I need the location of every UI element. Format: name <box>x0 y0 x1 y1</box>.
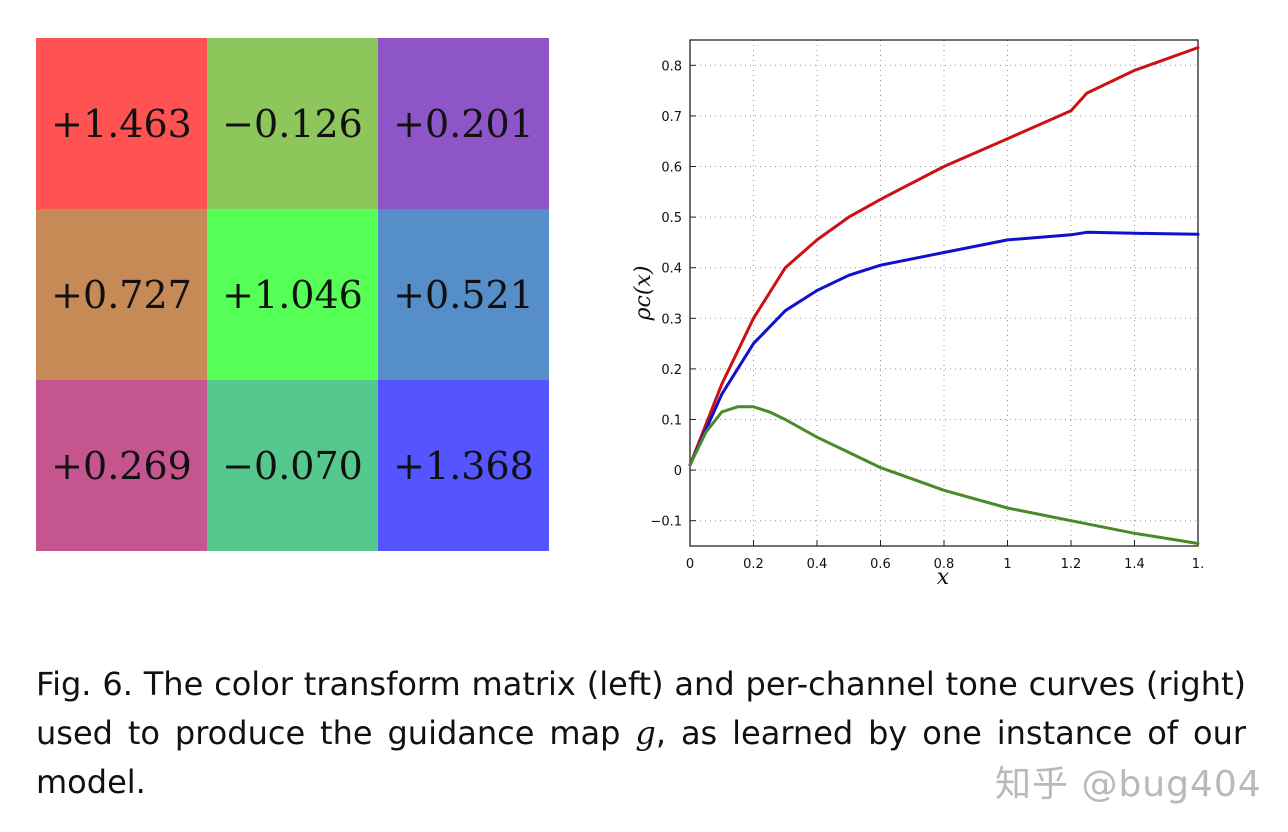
matrix-cell: +0.201 <box>378 38 549 209</box>
y-tick-label: 0.6 <box>661 161 682 176</box>
y-tick-label: 0 <box>674 464 682 479</box>
color-transform-matrix: +1.463 −0.126 +0.201 +0.727 +1.046 +0.521 +0.2… <box>36 38 549 551</box>
chart-grid <box>690 40 1198 546</box>
caption-text-end: , as learned by one instance of our mode… <box>36 714 1247 801</box>
y-tick-label: 0.4 <box>661 262 682 277</box>
y-tick-label: −0.1 <box>650 515 682 530</box>
y-tick-label: 0.2 <box>661 363 682 378</box>
caption-symbol: g <box>635 714 656 752</box>
y-tick-label: 0.1 <box>661 414 682 429</box>
x-tick-label: 0.6 <box>870 557 891 572</box>
y-tick-label: 0.7 <box>661 110 682 125</box>
matrix-cell: +1.368 <box>378 380 549 551</box>
x-tick-label: 0.4 <box>807 557 828 572</box>
matrix-cell: +1.046 <box>207 209 378 380</box>
matrix-cell: +0.727 <box>36 209 207 380</box>
x-tick-label: 1.2 <box>1061 557 1082 572</box>
x-tick-label: 1 <box>1003 557 1011 572</box>
y-axis-label: ρc(x) <box>631 266 656 322</box>
matrix-cell: +0.269 <box>36 380 207 551</box>
matrix-cell: −0.126 <box>207 38 378 209</box>
x-tick-label: 0.8 <box>934 557 955 572</box>
series-line-2 <box>688 405 1200 545</box>
figure-caption: Fig. 6. The color transform matrix (left… <box>36 660 1246 807</box>
x-tick-label: 1. <box>1192 557 1204 572</box>
x-tick-label: 0 <box>686 557 694 572</box>
y-tick-label: 0.3 <box>661 312 682 327</box>
matrix-cell: +0.521 <box>378 209 549 380</box>
caption-text: Fig. 6. The color transform matrix (left… <box>36 665 1246 752</box>
axis-ticks: 0 0.2 0.4 0.6 0.8 1 1.2 1.4 1. −0.1 0 0.1 0.2 0.3 0.4 0… <box>650 59 1204 572</box>
watermark: 知乎 @bug404 <box>995 764 1262 805</box>
x-tick-label: 0.2 <box>743 557 764 572</box>
matrix-cell: +1.463 <box>36 38 207 209</box>
x-axis-label: x <box>937 565 950 590</box>
matrix-cell: −0.070 <box>207 380 378 551</box>
y-tick-label: 0.5 <box>661 211 682 226</box>
x-tick-label: 1.4 <box>1124 557 1145 572</box>
chart-series <box>688 46 1200 545</box>
series-line-1 <box>688 230 1200 467</box>
y-tick-label: 0.8 <box>661 59 682 74</box>
tone-curves-chart: 0 0.2 0.4 0.6 0.8 1 1.2 1.4 1. −0.1 0 0.1 0.2 0.3 0.4 0… <box>631 39 1204 590</box>
series-line-0 <box>688 46 1200 467</box>
